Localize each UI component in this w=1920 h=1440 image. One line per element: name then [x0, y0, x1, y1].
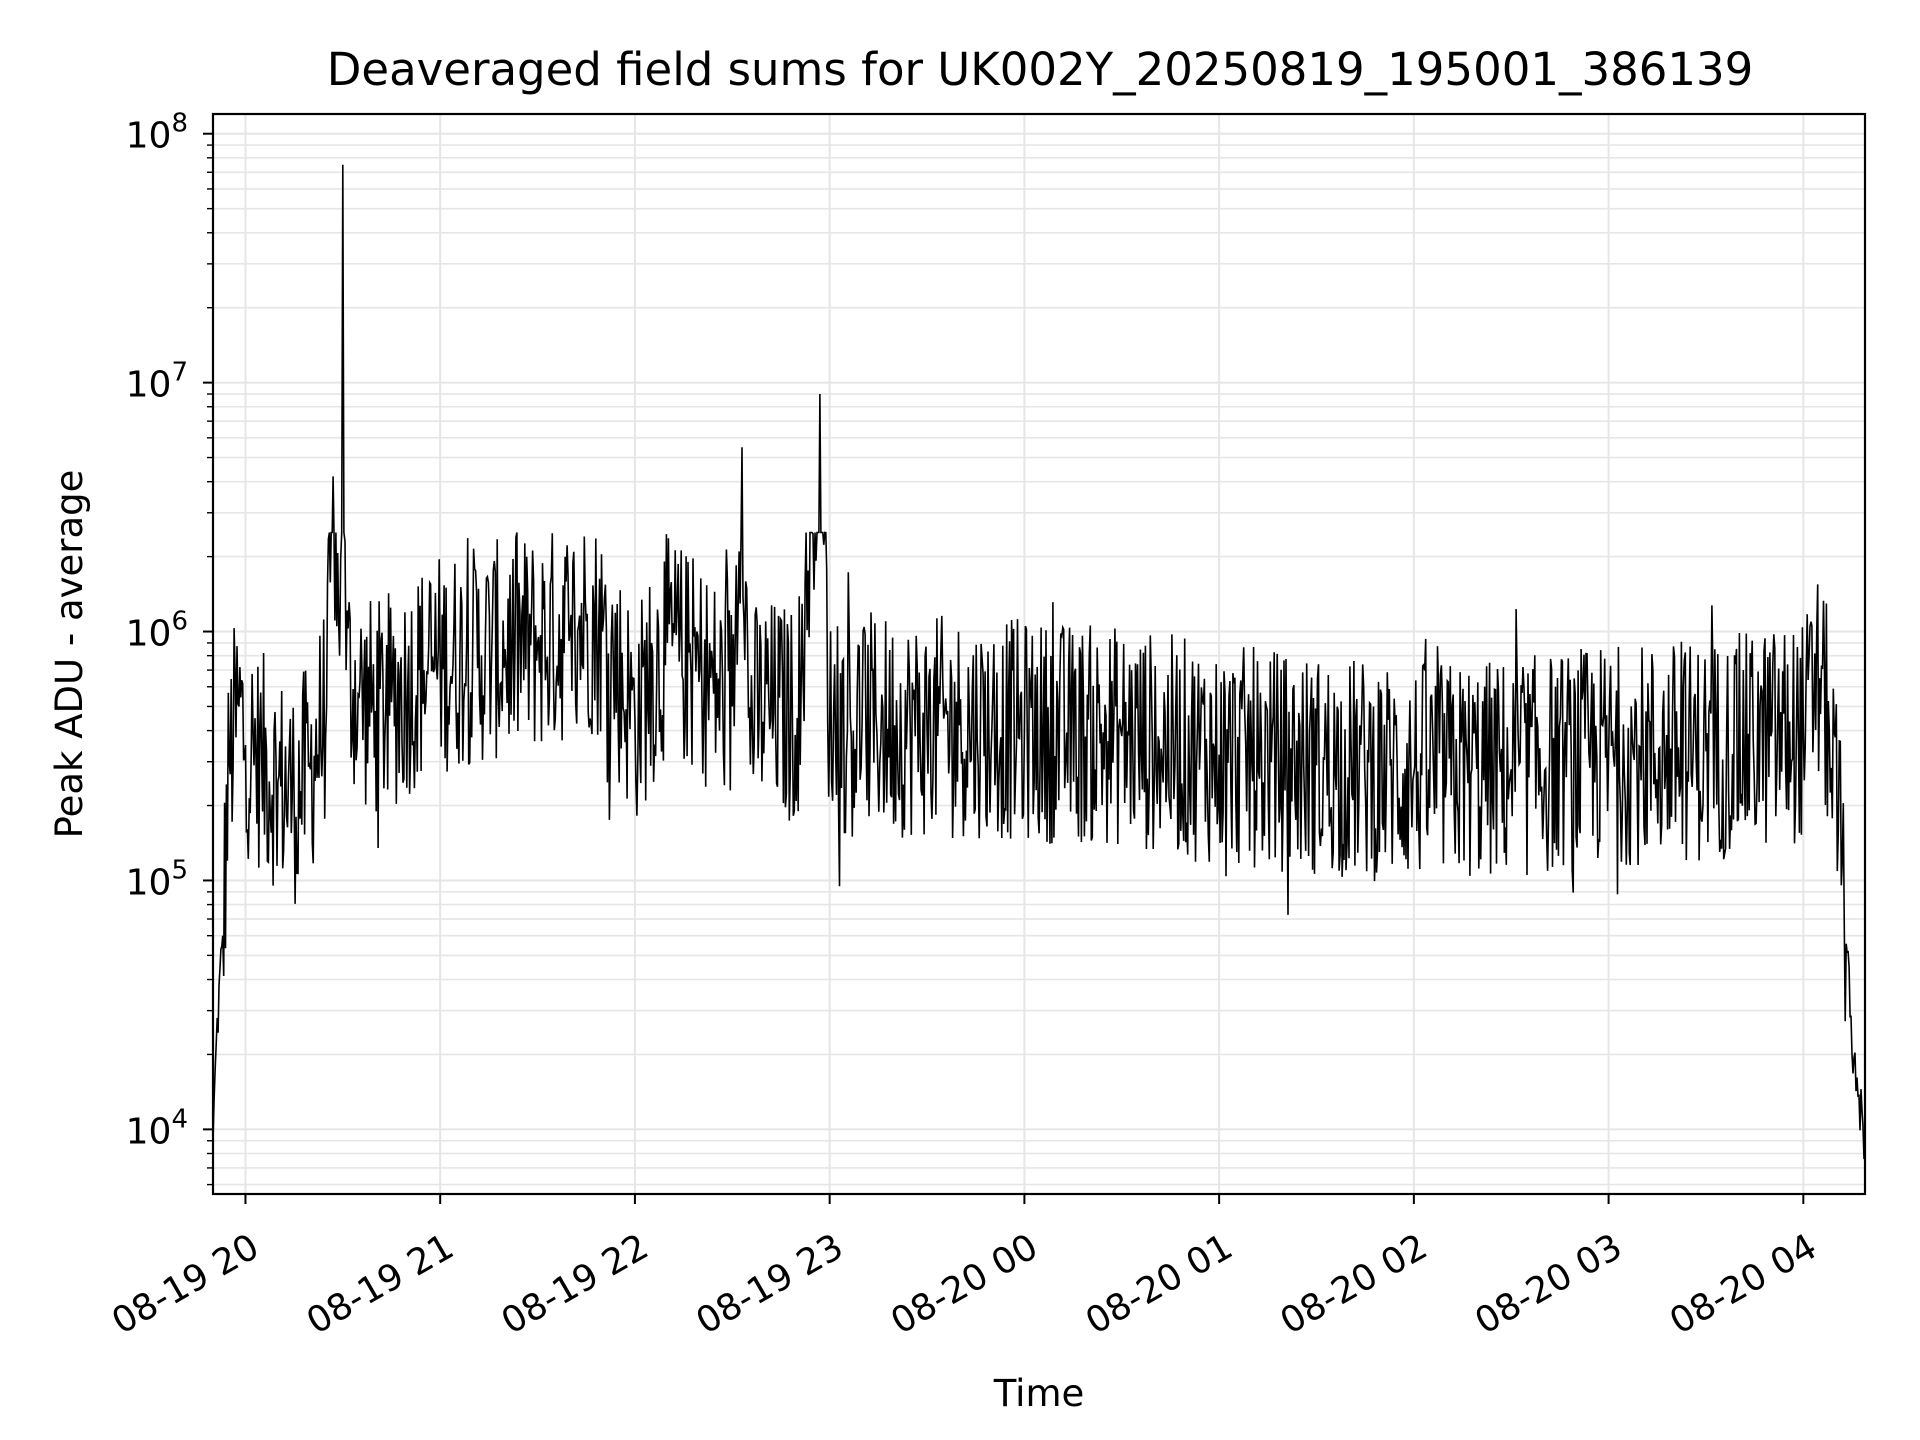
y-axis-label: Peak ADU - average — [48, 470, 91, 839]
plot-frame — [211, 112, 1867, 1196]
x-tick-label: 08-20 02 — [1274, 1226, 1435, 1342]
y-tick-label: 106 — [126, 607, 188, 655]
x-tick-label: 08-19 23 — [689, 1226, 850, 1342]
chart-title: Deaveraged field sums for UK002Y_2025081… — [327, 43, 1754, 96]
series-line — [212, 164, 1866, 1160]
x-tick-label: 08-20 03 — [1468, 1226, 1629, 1342]
y-tick-label: 105 — [126, 855, 188, 903]
x-tick-label: 08-19 21 — [300, 1226, 461, 1342]
x-tick-label: 08-19 20 — [105, 1226, 266, 1342]
y-tick-label: 104 — [126, 1104, 188, 1152]
y-axis: 104 105 106 107 108 — [126, 109, 213, 1186]
x-tick-label: 08-20 00 — [884, 1226, 1045, 1342]
x-tick-label: 08-20 01 — [1079, 1226, 1240, 1342]
y-tick-label: 107 — [126, 358, 188, 406]
gridlines — [213, 114, 1865, 1194]
y-tick-label: 108 — [126, 109, 188, 157]
x-tick-label: 08-19 22 — [495, 1226, 656, 1342]
x-tick-label: 08-20 04 — [1663, 1226, 1824, 1342]
x-axis-label: Time — [993, 1372, 1085, 1415]
x-axis: 08-19 20 08-19 21 08-19 22 08-19 23 08-20 00… — [105, 1194, 1824, 1343]
